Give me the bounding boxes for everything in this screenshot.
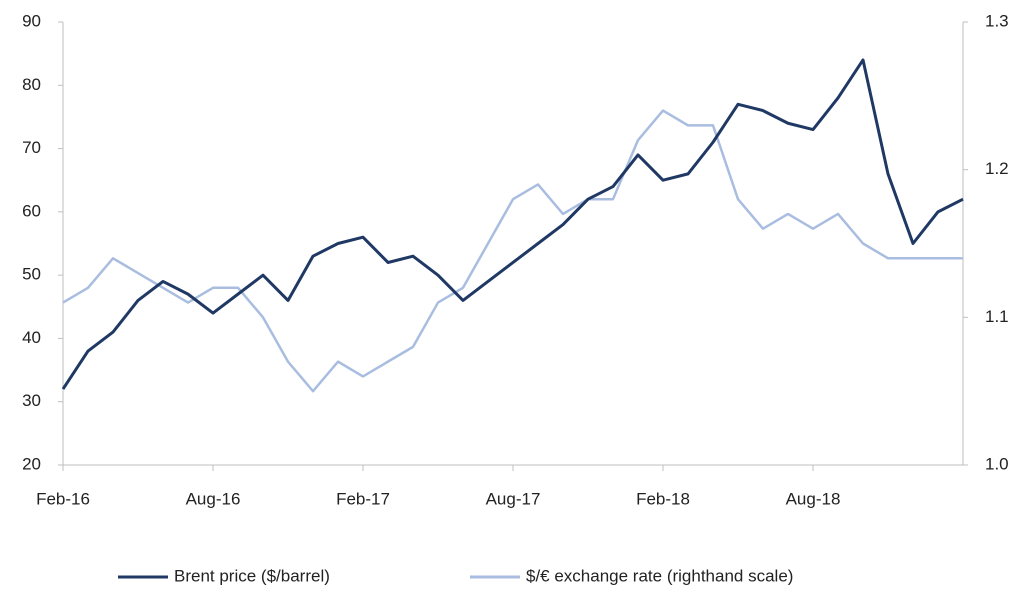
line-series — [61, 58, 964, 390]
x-tick-label: Aug-17 — [486, 489, 541, 508]
y2-tick-label: 1.2 — [985, 159, 1009, 178]
y2-tick-label: 1.0 — [985, 454, 1009, 473]
y-tick-label: 70 — [22, 138, 41, 157]
y2-tick-label: 1.3 — [985, 11, 1009, 30]
legend-label: $/€ exchange rate (righthand scale) — [526, 566, 793, 585]
y2-tick-label: 1.1 — [985, 307, 1009, 326]
y-tick-label: 40 — [22, 328, 41, 347]
x-tick-label: Aug-18 — [786, 489, 841, 508]
x-tick-label: Feb-18 — [636, 489, 690, 508]
y-tick-label: 80 — [22, 75, 41, 94]
y-tick-label: 60 — [22, 201, 41, 220]
x-tick-label: Feb-17 — [336, 489, 390, 508]
line-series — [62, 109, 963, 393]
y-tick-label: 30 — [22, 391, 41, 410]
x-tick-label: Aug-16 — [186, 489, 241, 508]
legend-label: Brent price ($/barrel) — [174, 566, 330, 585]
y-tick-label: 90 — [22, 11, 41, 30]
y-tick-label: 20 — [22, 454, 41, 473]
y-tick-label: 50 — [22, 265, 41, 284]
x-tick-label: Feb-16 — [36, 489, 90, 508]
